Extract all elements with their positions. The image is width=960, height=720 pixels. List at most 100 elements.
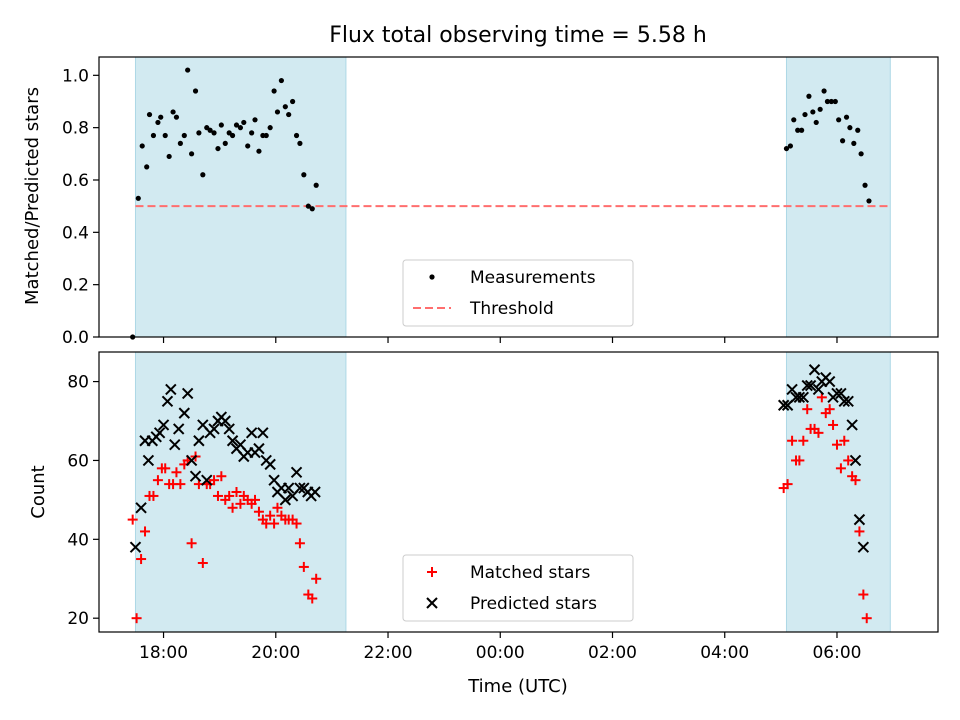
predicted-star-marker-b xyxy=(193,435,205,447)
measurement-point xyxy=(839,138,846,144)
measurement-point xyxy=(252,117,258,123)
measurement-point xyxy=(267,125,273,131)
measurement-point xyxy=(222,140,228,146)
predicted-star-marker-b xyxy=(234,438,247,451)
predicted-star-marker xyxy=(793,391,806,404)
matched-star-marker xyxy=(802,404,813,415)
predicted-star-marker xyxy=(812,383,825,396)
matched-star-marker xyxy=(171,467,182,478)
measurement-point xyxy=(787,143,794,149)
matched-star-marker xyxy=(850,475,861,486)
measurement-point xyxy=(806,93,812,99)
predicted-star-marker-b xyxy=(153,427,166,439)
predicted-star-marker-b xyxy=(294,482,306,494)
predicted-star-marker-b xyxy=(142,454,155,467)
measurement-point xyxy=(158,114,164,120)
matched-star-marker xyxy=(131,613,142,624)
bottom-panel: 20 40 60 80 18:00 20:00 22:00 00:00 02:00 04:00 06… xyxy=(67,351,939,663)
predicted-star-marker-b xyxy=(793,391,806,404)
top-panel: 0.0 0.2 0.4 0.6 0.8 1.0 Measurements Threshold xyxy=(62,56,939,348)
predicted-star-marker-b xyxy=(253,442,265,455)
matched-star-marker xyxy=(140,526,151,537)
measurement-point xyxy=(218,122,224,128)
measurement-point xyxy=(301,172,307,178)
predicted-star-marker xyxy=(169,438,181,451)
matched-star-marker xyxy=(197,557,208,568)
predicted-star-marker-b xyxy=(172,423,185,435)
predicted-star-marker xyxy=(279,494,292,506)
predicted-star-marker xyxy=(165,383,177,396)
predicted-star-marker xyxy=(846,419,858,431)
matched-star-marker xyxy=(216,471,227,482)
predicted-star-marker-b xyxy=(835,387,847,400)
matched-star-marker xyxy=(265,510,276,521)
predicted-star-marker-b xyxy=(129,541,142,553)
measurement-point xyxy=(817,106,823,112)
measurement-point xyxy=(188,151,195,157)
measurement-point xyxy=(274,109,281,115)
measurement-point xyxy=(263,132,269,139)
matched-star-marker xyxy=(186,538,197,549)
top-y-tick-label: 0.2 xyxy=(62,276,89,296)
bottom-y-tick-label: 80 xyxy=(67,373,89,393)
measurement-point xyxy=(799,127,805,133)
matched-star-marker xyxy=(311,573,322,584)
predicted-star-marker xyxy=(223,423,235,435)
predicted-star-marker-b xyxy=(268,474,280,486)
predicted-star-marker xyxy=(823,375,836,388)
predicted-star-marker-b xyxy=(165,383,177,396)
measurement-point xyxy=(791,117,797,123)
predicted-star-marker xyxy=(257,427,269,439)
predicted-star-marker-b xyxy=(786,383,798,396)
measurement-point xyxy=(828,98,834,105)
measurement-point xyxy=(282,104,288,110)
matched-star-marker xyxy=(854,526,865,537)
matched-star-marker xyxy=(843,455,854,466)
measurement-point xyxy=(155,119,161,126)
measurement-point xyxy=(146,111,153,118)
matched-star-marker xyxy=(160,463,171,474)
measurement-point xyxy=(215,145,221,152)
matched-star-marker xyxy=(294,538,305,549)
measurement-point xyxy=(229,132,236,139)
measurement-point xyxy=(271,88,277,94)
predicted-star-marker-b xyxy=(279,494,292,506)
measurement-point xyxy=(821,88,827,94)
x-tick-label: 04:00 xyxy=(700,643,749,663)
bottom-legend-label: Predicted stars xyxy=(470,594,597,614)
predicted-star-marker-b xyxy=(290,466,303,478)
predicted-star-marker-b xyxy=(264,458,276,471)
measurement-point xyxy=(249,130,255,136)
measurement-point xyxy=(305,203,311,209)
measurement-point xyxy=(313,182,319,188)
matched-star-marker xyxy=(298,561,309,572)
predicted-star-marker xyxy=(135,502,147,514)
top-y-tick-label: 0.6 xyxy=(62,171,89,191)
measurement-point xyxy=(836,117,842,123)
matched-star-marker xyxy=(858,589,869,600)
predicted-star-marker-b xyxy=(201,474,213,486)
predicted-star-marker-b xyxy=(846,419,858,431)
matched-star-marker xyxy=(831,439,842,450)
measurement-point xyxy=(278,77,284,84)
predicted-star-marker xyxy=(219,415,231,427)
predicted-star-marker xyxy=(161,395,174,408)
matched-star-marker xyxy=(828,419,839,430)
top-y-tick-label: 0.0 xyxy=(62,328,89,348)
top-legend-label: Threshold xyxy=(469,299,554,319)
matched-star-marker xyxy=(835,463,846,474)
bottom-y-tick-label: 40 xyxy=(67,530,89,550)
x-axis-label: Time (UTC) xyxy=(467,676,568,697)
bottom-legend: Matched stars Predicted stars xyxy=(402,554,634,622)
predicted-star-marker xyxy=(804,379,817,392)
measurement-point xyxy=(150,132,157,139)
measurement-point xyxy=(286,111,292,118)
measurement-point xyxy=(162,132,168,139)
predicted-star-marker-b xyxy=(804,379,817,392)
predicted-star-marker xyxy=(264,458,276,471)
matched-star-marker xyxy=(136,554,147,565)
matched-star-marker xyxy=(235,498,246,509)
measurement-point xyxy=(241,119,247,126)
predicted-star-marker xyxy=(808,364,821,376)
